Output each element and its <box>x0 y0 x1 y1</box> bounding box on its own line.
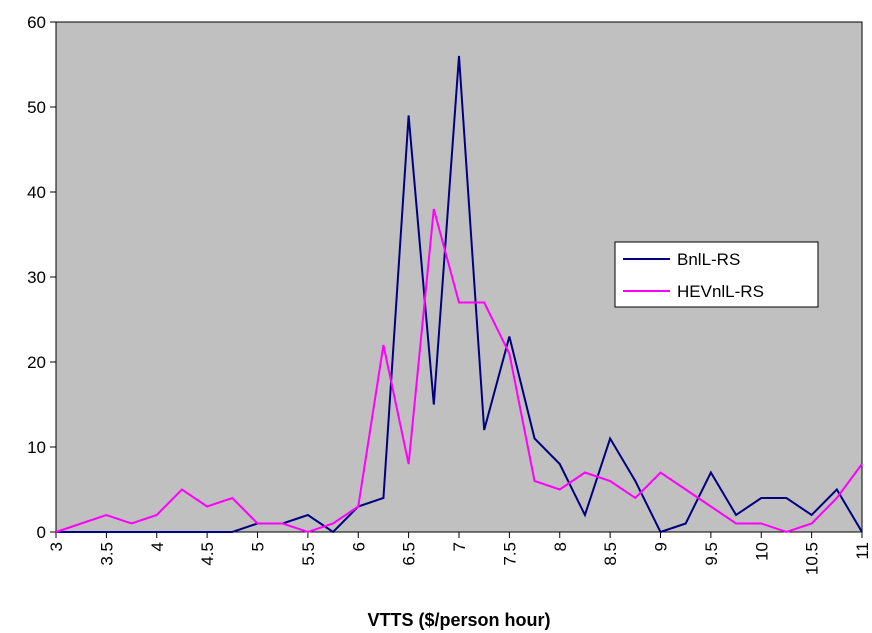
y-tick-label: 20 <box>27 353 46 372</box>
legend-label: BnlL-RS <box>677 250 740 269</box>
x-tick-label: 10 <box>752 542 771 561</box>
x-tick-label: 11 <box>853 542 872 560</box>
y-tick-label: 0 <box>37 523 46 542</box>
y-tick-label: 30 <box>27 268 46 287</box>
x-tick-label: 7.5 <box>500 542 519 566</box>
x-tick-label: 6.5 <box>400 542 419 566</box>
x-tick-label: 4 <box>148 542 167 551</box>
y-tick-label: 10 <box>27 438 46 457</box>
x-tick-label: 8.5 <box>601 542 620 566</box>
legend-label: HEVnlL-RS <box>677 282 764 301</box>
x-tick-label: 8 <box>551 542 570 551</box>
series-line <box>56 55 863 534</box>
legend <box>614 241 819 308</box>
x-axis-title: VTTS ($/person hour) <box>367 610 550 630</box>
x-tick-label: 6 <box>349 542 368 551</box>
y-tick-label: 40 <box>27 183 46 202</box>
series-line <box>55 208 863 534</box>
x-tick-label: 5.5 <box>299 542 318 566</box>
x-tick-label: 3.5 <box>97 542 116 566</box>
x-tick-label: 4.5 <box>198 542 217 566</box>
y-tick-label: 50 <box>27 98 46 117</box>
x-tick-label: 3 <box>47 542 66 551</box>
x-tick-label: 9.5 <box>702 542 721 566</box>
x-tick-label: 7 <box>450 542 469 551</box>
y-tick-label: 60 <box>27 13 46 32</box>
x-tick-label: 10.5 <box>803 542 822 575</box>
x-tick-label: 5 <box>249 542 268 551</box>
x-tick-label: 9 <box>652 542 671 551</box>
